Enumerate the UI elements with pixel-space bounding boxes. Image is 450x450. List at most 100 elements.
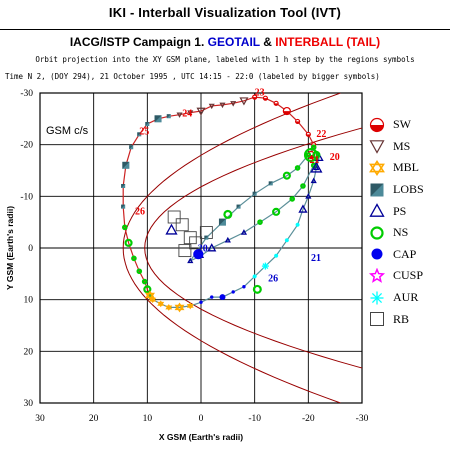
hour-label: 22 [316, 129, 326, 140]
orbit-point [121, 224, 128, 231]
model-boundaries [122, 93, 362, 403]
orbit-point [224, 236, 231, 243]
legend-symbol [370, 312, 384, 327]
orbit-point [295, 118, 301, 125]
legend-label: SW [393, 117, 411, 132]
legend-label: AUR [393, 290, 419, 305]
legend-label: MBL [393, 160, 420, 175]
orbit-point [310, 177, 317, 184]
orbit-point [176, 112, 183, 118]
orbit-point [122, 161, 130, 169]
legend-label: PS [393, 203, 407, 218]
rb-box [175, 218, 189, 232]
ampersand: & [263, 35, 272, 49]
campaign-label: IACG/ISTP Campaign 1. [69, 35, 205, 49]
orbit-point [157, 300, 165, 308]
legend-symbol [370, 226, 384, 240]
ns-big-marker [223, 209, 233, 219]
legend-item: AUR [365, 287, 445, 309]
orbit-point [210, 295, 214, 299]
legend-item: NS [365, 222, 445, 244]
orbit-point [272, 207, 281, 216]
legend-item: RB [365, 308, 445, 330]
legend-symbol [370, 291, 384, 305]
rb-box [189, 236, 203, 250]
legend-symbol [371, 248, 383, 260]
orbit-point [129, 145, 134, 150]
y-axis-label: Y GSM (Earth's radii) [5, 206, 15, 290]
campaign-header: IACG/ISTP Campaign 1. GEOTAIL & INTERBAL… [0, 35, 450, 49]
orbit-point [274, 253, 279, 258]
filled-circle-icon [365, 246, 389, 262]
orbit-point [187, 257, 194, 264]
y-tick-label: 20 [24, 347, 34, 357]
orbit-point [143, 285, 152, 294]
orbit-point [166, 114, 171, 119]
orbit-point [268, 181, 273, 186]
y-tick-label: 30 [24, 399, 34, 409]
hour-labels: 21 22 23 24 25 26 20 20 21 26 [135, 88, 340, 285]
rb-box [178, 244, 192, 258]
legend-item: SW [365, 114, 445, 136]
orbit-point [145, 290, 155, 301]
legend-symbol [369, 140, 385, 155]
legend: SW MS MBL LOBS PS NS CAP CUSP AUR RB [365, 114, 445, 330]
legend-item: PS [365, 200, 445, 222]
orbit-point [187, 110, 194, 116]
half-square-icon [365, 182, 389, 198]
rb-box [167, 210, 181, 224]
orbit-point [300, 183, 306, 189]
hour-label: 20 [330, 152, 340, 163]
ns-big-marker [303, 147, 319, 163]
orbit-point [261, 262, 269, 270]
legend-label: NS [393, 225, 409, 240]
legend-label: CUSP [393, 268, 424, 283]
orbit-point [131, 255, 137, 262]
x-tick-labels: 30 20 10 0 -10 -20 -30 [35, 414, 368, 424]
title-bar: IKI - Interball Visualization Tool (IVT) [0, 0, 450, 30]
orbit-point [239, 97, 249, 106]
y-tick-labels: -30 -20 -10 0 10 20 30 [20, 89, 33, 409]
legend-item: CUSP [365, 265, 445, 287]
cap-big-marker [193, 249, 204, 260]
star-of-david-icon [365, 160, 389, 176]
legend-label: LOBS [393, 182, 424, 197]
orbit-point [289, 196, 296, 202]
ring-icon [365, 225, 389, 241]
legend-symbol [369, 160, 385, 176]
orbit-point [282, 106, 291, 116]
asterisk-icon [365, 290, 389, 306]
triangle-up-icon [365, 203, 389, 219]
orbit-point [252, 274, 257, 279]
legend-item: CAP [365, 244, 445, 266]
orbit-point [121, 204, 126, 209]
y-tick-label: 0 [28, 244, 33, 254]
y-tick-label: -10 [20, 192, 33, 202]
orbit-point [219, 294, 226, 301]
orbit-point [257, 219, 263, 225]
orbit-point [305, 152, 312, 158]
hour-label: 21 [311, 253, 321, 264]
plot-subtitle: Orbit projection into the XY GSM plane, … [35, 55, 415, 64]
orbit-point [273, 100, 279, 106]
x-tick-label: 30 [35, 414, 45, 424]
hour-label: 23 [255, 88, 265, 99]
orbit-point [313, 164, 320, 171]
orbit-point [136, 268, 143, 275]
ns-big-marker [252, 284, 262, 294]
hour-label: 21 [309, 155, 319, 166]
legend-label: RB [393, 311, 410, 326]
x-tick-label: -30 [356, 414, 369, 424]
legend-symbol [370, 183, 384, 197]
orbit-point [218, 218, 226, 226]
orbit-point [124, 238, 133, 247]
legend-symbol [368, 267, 386, 283]
region-marks [121, 94, 324, 313]
triangle-down-icon [365, 138, 389, 155]
orbit-point [230, 101, 237, 107]
orbit-point [236, 204, 241, 209]
orbit-point [204, 235, 209, 240]
orbit-point [149, 296, 157, 304]
orbit-point [305, 131, 311, 137]
